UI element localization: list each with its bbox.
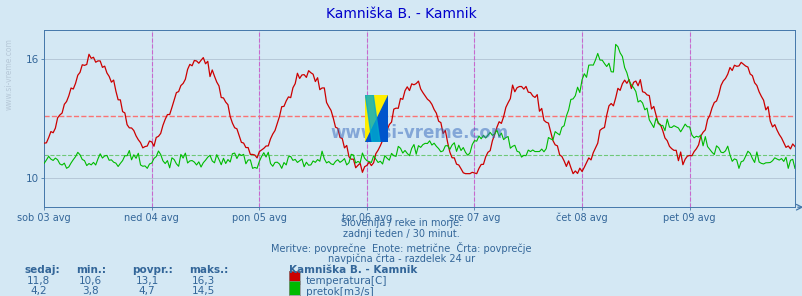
Text: povpr.:: povpr.: bbox=[132, 265, 173, 275]
Text: 13,1: 13,1 bbox=[136, 276, 158, 286]
Text: Kamniška B. - Kamnik: Kamniška B. - Kamnik bbox=[289, 265, 417, 275]
Text: 11,8: 11,8 bbox=[27, 276, 50, 286]
Text: 4,7: 4,7 bbox=[139, 286, 155, 296]
Polygon shape bbox=[365, 95, 387, 142]
Text: 4,2: 4,2 bbox=[30, 286, 47, 296]
Text: pretok[m3/s]: pretok[m3/s] bbox=[306, 287, 373, 296]
Text: www.si-vreme.com: www.si-vreme.com bbox=[330, 124, 508, 141]
Text: 16,3: 16,3 bbox=[192, 276, 214, 286]
Text: Kamniška B. - Kamnik: Kamniška B. - Kamnik bbox=[326, 7, 476, 21]
Text: Slovenija / reke in morje.: Slovenija / reke in morje. bbox=[341, 218, 461, 228]
Polygon shape bbox=[365, 95, 387, 142]
Text: sedaj:: sedaj: bbox=[24, 265, 59, 275]
Text: maks.:: maks.: bbox=[188, 265, 228, 275]
Text: zadnji teden / 30 minut.: zadnji teden / 30 minut. bbox=[342, 229, 460, 239]
Polygon shape bbox=[365, 95, 387, 142]
Text: www.si-vreme.com: www.si-vreme.com bbox=[5, 38, 14, 110]
Text: min.:: min.: bbox=[76, 265, 106, 275]
Text: navpična črta - razdelek 24 ur: navpična črta - razdelek 24 ur bbox=[327, 254, 475, 264]
Text: Meritve: povprečne  Enote: metrične  Črta: povprečje: Meritve: povprečne Enote: metrične Črta:… bbox=[271, 242, 531, 254]
Text: 3,8: 3,8 bbox=[83, 286, 99, 296]
Text: 14,5: 14,5 bbox=[192, 286, 214, 296]
Polygon shape bbox=[365, 95, 379, 142]
Text: temperatura[C]: temperatura[C] bbox=[306, 276, 387, 286]
Text: 10,6: 10,6 bbox=[79, 276, 102, 286]
